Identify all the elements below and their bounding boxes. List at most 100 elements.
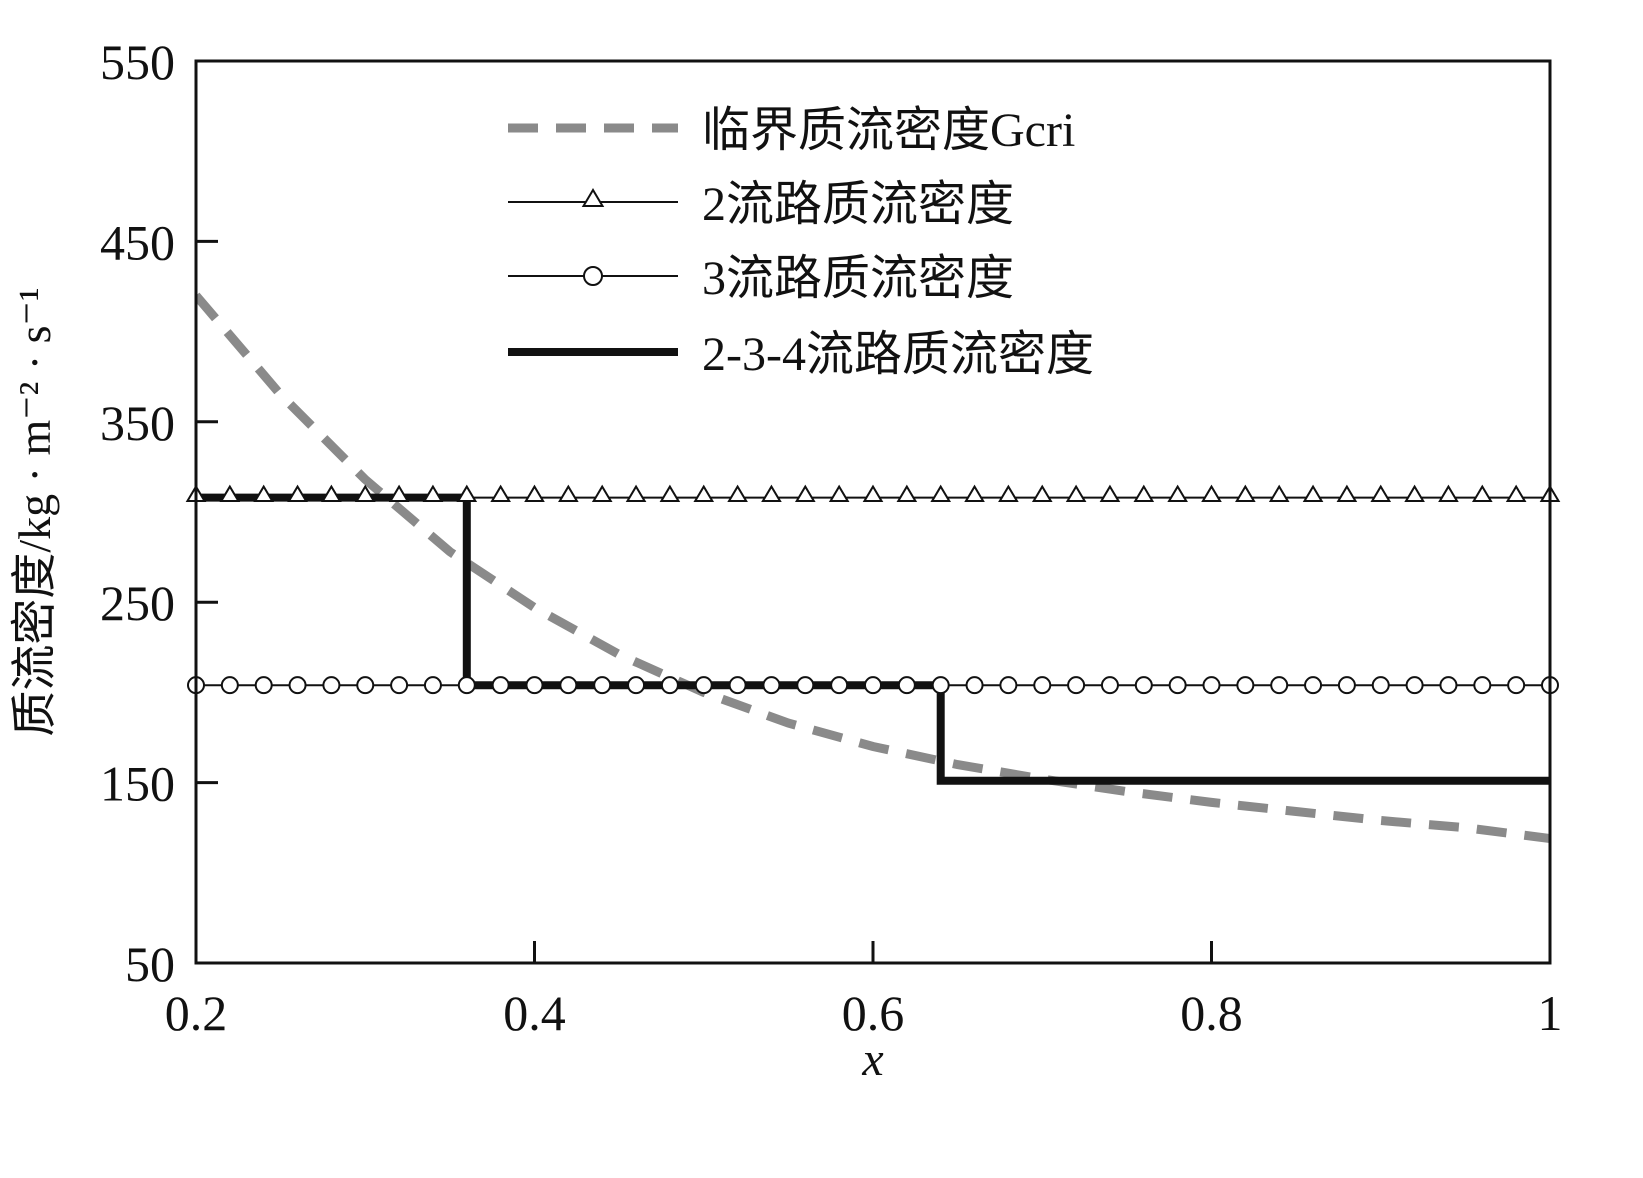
x-tick-label: 0.6 (842, 985, 905, 1041)
y-axis-label: 质流密度/kg · m⁻² · s⁻¹ (9, 287, 60, 736)
series-line-3 (196, 493, 1550, 785)
circle-marker (525, 676, 544, 695)
triangle-marker (287, 484, 308, 502)
x-axis-label: x (861, 1033, 883, 1086)
circle-marker (762, 676, 781, 695)
legend-entry-0: 临界质流密度Gcri (508, 104, 1075, 157)
circle-marker (1507, 676, 1526, 695)
x-tick-label: 0.2 (165, 985, 228, 1041)
circle-marker (356, 676, 375, 695)
circle-marker (1304, 676, 1323, 695)
circle-marker (796, 676, 815, 695)
circle-marker (1337, 676, 1356, 695)
triangle-marker (794, 484, 816, 502)
triangle-marker (862, 484, 884, 502)
y-tick-label: 150 (100, 756, 175, 812)
x-tick-label: 0.4 (503, 985, 566, 1041)
circle-marker (1134, 676, 1153, 695)
triangle-marker (727, 484, 748, 502)
y-tick-label: 250 (100, 575, 175, 631)
triangle-marker (388, 484, 410, 502)
triangle-marker (591, 484, 613, 502)
circle-marker (627, 676, 646, 695)
y-tick-label: 550 (100, 34, 175, 90)
triangle-marker (1201, 484, 1222, 502)
circle-marker (1168, 676, 1187, 695)
triangle-marker (1268, 484, 1290, 502)
triangle-marker (964, 484, 985, 502)
x-tick-label: 1 (1538, 985, 1563, 1041)
y-tick-label: 350 (100, 395, 175, 451)
triangle-marker (1370, 484, 1392, 502)
triangle-marker (456, 484, 478, 502)
series-line-0 (196, 292, 1550, 843)
triangle-icon (581, 188, 605, 207)
circle-marker (457, 676, 476, 695)
triangle-marker (1302, 484, 1324, 502)
circle-marker (931, 676, 950, 695)
circle-marker (999, 676, 1018, 695)
triangle-marker (354, 484, 376, 502)
triangle-marker (828, 484, 850, 502)
legend-label: 2-3-4流路质流密度 (702, 328, 1094, 381)
triangle-marker (1505, 484, 1527, 502)
circle-marker (220, 676, 239, 695)
circle-marker (1202, 676, 1221, 695)
legend-entry-3: 2-3-4流路质流密度 (508, 328, 1094, 381)
circle-marker (593, 676, 612, 695)
triangle-marker (625, 484, 647, 502)
circle-marker (965, 676, 984, 695)
legend-label: 2流路质流密度 (702, 178, 1014, 231)
circle-marker (728, 676, 747, 695)
circle-marker (1439, 676, 1458, 695)
circle-marker (897, 676, 916, 695)
circle-icon (583, 266, 603, 286)
triangle-marker (321, 484, 342, 502)
triangle-marker (896, 484, 918, 502)
triangle-marker (1065, 484, 1087, 502)
y-tick-label: 50 (125, 936, 175, 992)
legend-label: 3流路质流密度 (702, 252, 1014, 305)
triangle-marker (558, 484, 579, 502)
legend-entry-1: 2流路质流密度 (508, 178, 1014, 231)
triangle-marker (253, 484, 275, 502)
triangle-marker (1438, 484, 1459, 502)
circle-marker (694, 676, 713, 695)
y-tick-label: 450 (100, 214, 175, 270)
circle-marker (1033, 676, 1052, 695)
triangle-marker (219, 484, 241, 502)
triangle-marker (490, 484, 511, 502)
triangle-marker (998, 484, 1019, 502)
triangle-marker (930, 484, 952, 502)
triangle-marker (1133, 484, 1155, 502)
circle-marker (322, 676, 341, 695)
triangle-marker (1031, 484, 1053, 502)
circle-marker (254, 676, 273, 695)
circle-marker (660, 676, 679, 695)
circle-marker (1371, 676, 1390, 695)
circle-marker (423, 676, 442, 695)
legend-label: 临界质流密度Gcri (702, 104, 1075, 157)
triangle-marker (1471, 484, 1493, 502)
x-tick-label: 0.8 (1180, 985, 1243, 1041)
circle-marker (864, 676, 882, 695)
triangle-marker (1167, 484, 1188, 502)
circle-marker (1405, 676, 1424, 695)
circle-marker (1100, 676, 1119, 695)
circle-marker (830, 676, 849, 695)
circle-marker (1236, 676, 1255, 695)
circle-marker (288, 676, 307, 695)
circle-marker (559, 676, 578, 695)
triangle-marker (422, 484, 444, 502)
triangle-marker (659, 484, 681, 502)
circle-marker (1067, 676, 1086, 695)
triangle-marker (693, 484, 715, 502)
triangle-marker (1404, 484, 1425, 502)
circle-marker (1270, 676, 1289, 695)
triangle-marker (524, 484, 545, 502)
triangle-marker (761, 484, 782, 502)
triangle-marker (1336, 484, 1358, 502)
triangle-marker (1099, 484, 1121, 502)
